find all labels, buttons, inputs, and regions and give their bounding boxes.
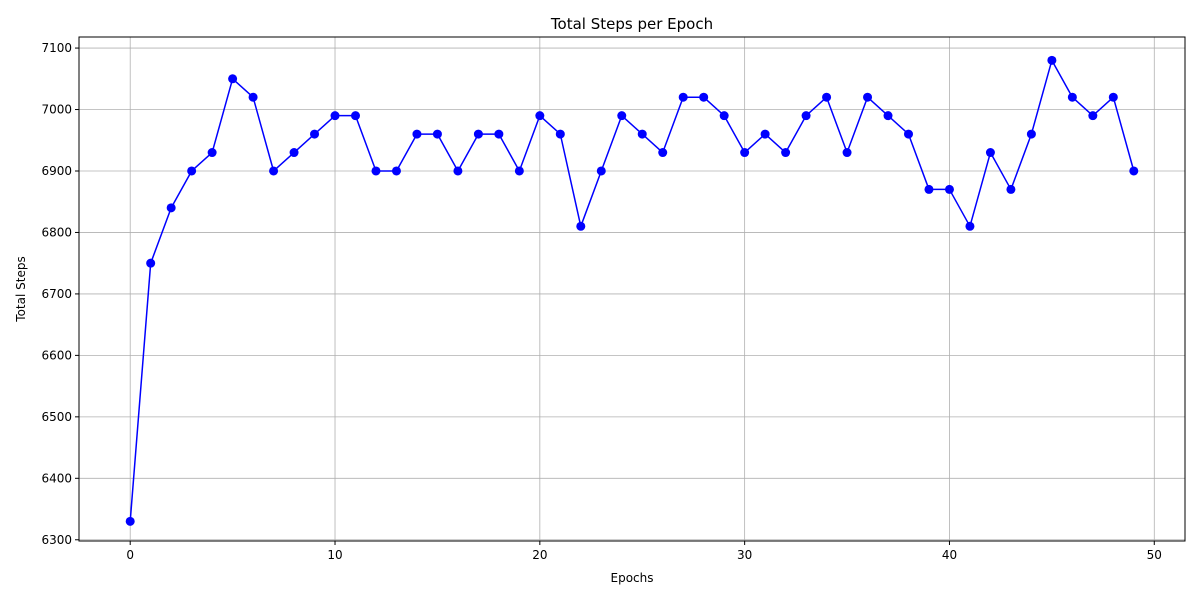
y-tick-label: 6800 (41, 225, 72, 239)
data-point (1006, 184, 1016, 194)
axis-ticks: 0 10 20 30 40 50 6300 6400 6500 6600 6700 6800 6900 7… (41, 41, 1161, 562)
data-point (535, 111, 545, 121)
x-tick-label: 20 (532, 548, 547, 562)
data-point (473, 129, 483, 139)
x-tick-label: 0 (126, 548, 134, 562)
data-point (166, 203, 176, 213)
data-point (740, 148, 750, 158)
series-line (129, 59, 1135, 522)
y-tick-label: 6400 (41, 471, 72, 485)
y-tick-label: 6900 (41, 164, 72, 178)
y-tick-label: 6500 (41, 410, 72, 424)
data-point (269, 166, 279, 176)
data-point (944, 184, 954, 194)
data-point (822, 92, 832, 102)
data-point (719, 111, 729, 121)
data-point (1129, 166, 1139, 176)
data-point (555, 129, 565, 139)
x-tick-label: 50 (1147, 548, 1162, 562)
y-axis-title: Total Steps (14, 256, 28, 322)
data-point (514, 166, 524, 176)
data-point (596, 166, 606, 176)
data-point (453, 166, 463, 176)
data-point (842, 148, 852, 158)
series-steps (125, 55, 1139, 526)
data-point (637, 129, 647, 139)
data-point (658, 148, 668, 158)
data-point (801, 111, 811, 121)
plot-frame (78, 36, 1186, 542)
data-point (924, 184, 934, 194)
x-tick-label: 40 (942, 548, 957, 562)
data-point (781, 148, 791, 158)
data-point (760, 129, 770, 139)
data-point (904, 129, 913, 139)
data-point (207, 148, 217, 158)
x-tick-label: 30 (737, 548, 752, 562)
data-point (187, 166, 197, 176)
data-point (412, 129, 422, 139)
y-tick-label: 7100 (41, 41, 72, 55)
x-axis-title: Epochs (611, 571, 654, 585)
data-point (248, 92, 258, 102)
y-tick-label: 6600 (41, 348, 72, 362)
data-point (617, 111, 627, 121)
data-point (863, 92, 873, 102)
data-point (371, 166, 381, 176)
x-tick-label: 10 (327, 548, 342, 562)
data-point (985, 148, 995, 158)
y-tick-label: 6700 (41, 287, 72, 301)
data-point (699, 92, 709, 102)
data-point (965, 221, 975, 231)
grid-lines (79, 37, 1185, 541)
data-point (391, 166, 401, 176)
y-tick-label: 6300 (41, 533, 72, 547)
data-point (1026, 129, 1036, 139)
data-point (494, 129, 504, 139)
data-point (310, 129, 320, 139)
data-point (432, 129, 442, 139)
data-point (678, 92, 688, 102)
data-point (125, 516, 135, 526)
data-point (1108, 92, 1118, 102)
data-point (146, 258, 156, 268)
data-point (1047, 55, 1057, 65)
data-point (1088, 111, 1098, 121)
data-point (1067, 92, 1077, 102)
chart-title: Total Steps per Epoch (550, 15, 713, 33)
data-point (576, 221, 586, 231)
data-point (289, 148, 299, 158)
data-point (351, 111, 360, 121)
data-point (883, 111, 893, 121)
data-point (228, 74, 238, 84)
y-tick-label: 7000 (41, 103, 72, 117)
data-point (330, 111, 340, 121)
